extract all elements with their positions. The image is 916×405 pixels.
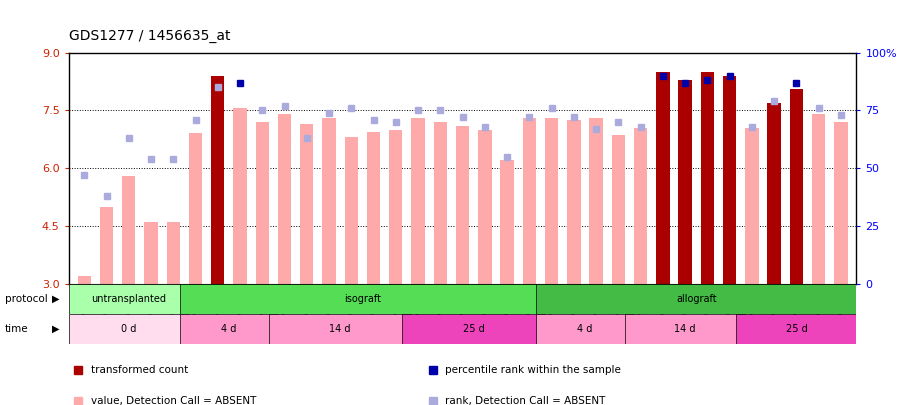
Bar (180, 284, 545, 314)
Bar (634, 128, 648, 284)
Text: 25 d: 25 d (463, 324, 485, 334)
Bar (701, 72, 714, 284)
Bar (500, 160, 514, 284)
Bar (625, 314, 746, 344)
Bar (389, 130, 402, 284)
Text: untransplanted: untransplanted (92, 294, 167, 304)
Bar (344, 137, 358, 284)
Bar (367, 132, 380, 284)
Bar (69, 314, 189, 344)
Bar (656, 72, 670, 284)
Bar (456, 126, 469, 284)
Bar (256, 122, 269, 284)
Text: GDS1277 / 1456635_at: GDS1277 / 1456635_at (69, 28, 230, 43)
Bar (145, 222, 158, 284)
Bar (567, 120, 581, 284)
Bar (211, 76, 224, 283)
Bar (180, 314, 278, 344)
Bar (723, 76, 736, 283)
Text: 4 d: 4 d (577, 324, 593, 334)
Bar (812, 114, 825, 284)
Text: isograft: isograft (344, 294, 381, 304)
Text: percentile rank within the sample: percentile rank within the sample (445, 365, 621, 375)
Text: allograft: allograft (676, 294, 716, 304)
Text: time: time (5, 324, 28, 334)
Bar (523, 118, 536, 284)
Bar (411, 118, 425, 284)
Bar (536, 284, 856, 314)
Bar (545, 118, 558, 284)
Bar (834, 122, 847, 284)
Bar (790, 89, 803, 284)
Bar (278, 114, 291, 284)
Bar (433, 122, 447, 284)
Bar (768, 103, 780, 284)
Bar (736, 314, 856, 344)
Bar (167, 222, 180, 284)
Bar (69, 284, 189, 314)
Text: 0 d: 0 d (121, 324, 136, 334)
Bar (100, 207, 114, 284)
Text: transformed count: transformed count (91, 365, 188, 375)
Bar (78, 276, 91, 283)
Bar (234, 109, 246, 284)
Text: ▶: ▶ (52, 294, 60, 304)
Text: rank, Detection Call = ABSENT: rank, Detection Call = ABSENT (445, 396, 605, 405)
Bar (679, 79, 692, 284)
Bar (122, 176, 136, 284)
Bar (322, 118, 336, 284)
Bar (746, 128, 758, 284)
Text: 14 d: 14 d (330, 324, 351, 334)
Text: ▶: ▶ (52, 324, 60, 334)
Bar (589, 118, 603, 284)
Bar (189, 134, 202, 284)
Text: 4 d: 4 d (222, 324, 236, 334)
Text: protocol: protocol (5, 294, 48, 304)
Text: 14 d: 14 d (674, 324, 696, 334)
Bar (536, 314, 634, 344)
Text: value, Detection Call = ABSENT: value, Detection Call = ABSENT (91, 396, 256, 405)
Bar (612, 135, 625, 284)
Bar (478, 130, 492, 284)
Bar (300, 124, 313, 284)
Bar (402, 314, 545, 344)
Text: 25 d: 25 d (786, 324, 807, 334)
Bar (269, 314, 411, 344)
